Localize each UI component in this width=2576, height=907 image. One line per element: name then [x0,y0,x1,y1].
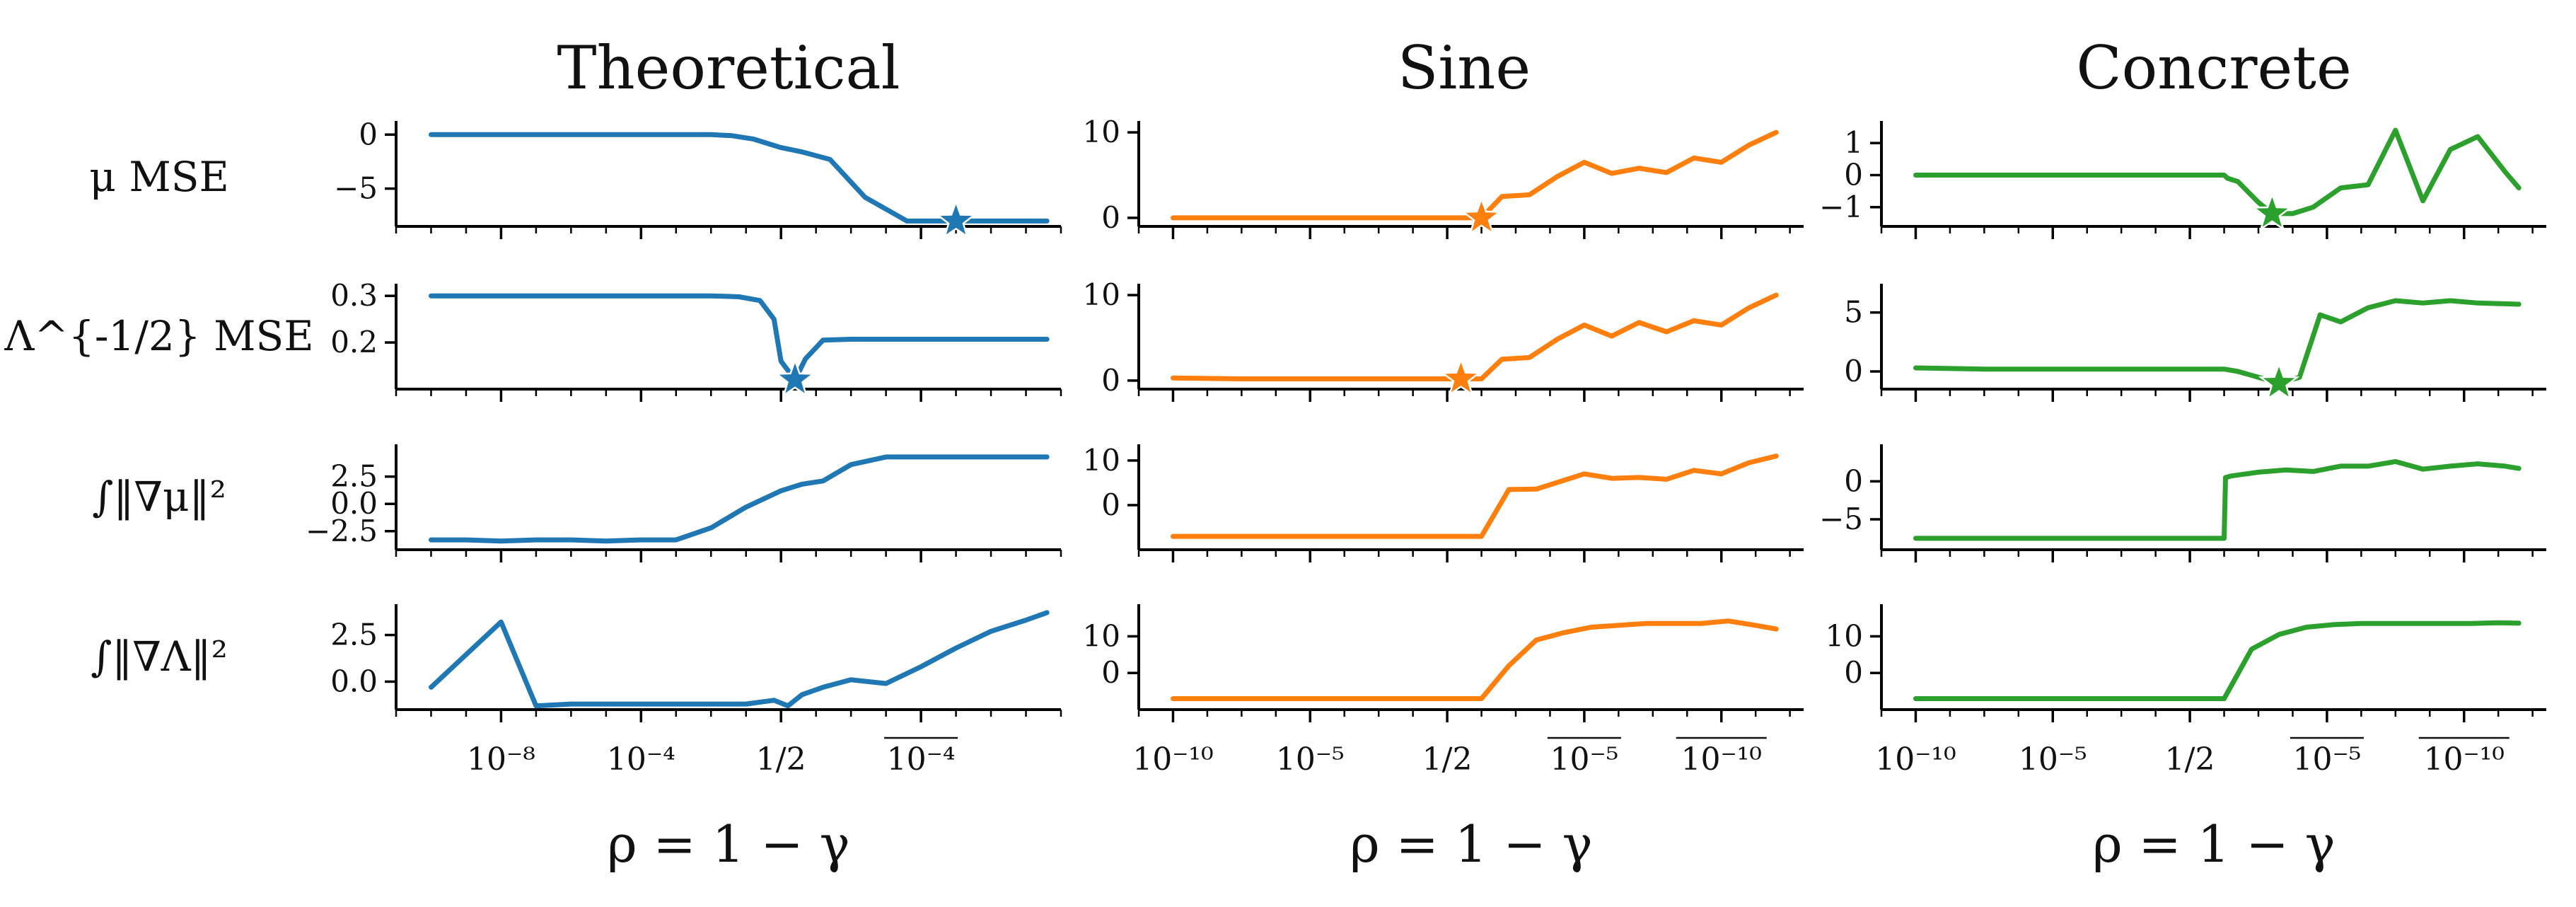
x-tick-label: 10⁻⁸ [467,741,535,778]
x-tick-label: 10⁻⁵ [1276,741,1345,778]
x-tick-label: 1/2 [756,741,806,778]
y-tick-label: −5 [1819,502,1863,536]
y-tick-label: 5 [1844,295,1863,330]
axes: 0−5 [1819,444,2546,562]
x-tick-label: 10⁻⁵ [2019,741,2087,778]
y-tick-label: 0.0 [330,486,378,521]
axes: 10 0 [1083,277,1804,402]
panel-sine-row0: 10 0 [1083,115,1804,239]
y-tick-label: 10 [1083,277,1120,312]
panel-concrete-row1: 50 [1844,284,2546,402]
panel-theoretical-row2: 2.50.0−2.5 [306,444,1062,562]
optimum-star-marker [1440,357,1482,397]
column-title-sine: Sine [1398,33,1531,103]
column-title-concrete: Concrete [2076,33,2351,103]
x-tick-label: 10⁻⁴ [607,741,675,778]
series-line-concrete [1913,458,2522,541]
series-line-concrete [1913,620,2522,701]
y-tick-label: 0 [1101,363,1120,398]
y-tick-label: 10 [1083,115,1120,149]
axes: 100 [1083,443,1804,562]
y-tick-label: 0 [359,117,378,151]
row-label-lambda-mse: Λ^{-1/2} MSE [4,312,313,360]
series-line-theoretical [429,293,1050,383]
y-tick-label: 0 [1844,463,1863,498]
axes: 100 10⁻¹⁰ 10⁻⁵ 1/2 10⁻⁵ 10⁻¹⁰ ρ = 1 − γ [1826,604,2546,874]
y-tick-label: 2.5 [330,459,378,494]
x-tick-label: 1/2 [2165,741,2215,778]
panel-sine-row2: 100 [1083,443,1804,562]
y-tick-label: 0 [1101,655,1120,690]
series-line-sine [1171,292,1779,381]
y-tick-label: 1 [1844,125,1863,160]
x-axis-label: ρ = 1 − γ [1350,814,1592,874]
x-axis-label: ρ = 1 − γ [2092,814,2335,874]
y-tick-label: 10 [1083,618,1120,653]
x-tick-label: 1/2 [1422,741,1473,778]
y-tick-label: −1 [1819,190,1863,224]
axes: 10 0 [1083,115,1804,239]
series-line-sine [1171,129,1779,221]
x-tick-label: 10⁻¹⁰ [2423,741,2505,778]
row-label-mu-mse: μ MSE [89,153,229,201]
y-tick-label: 2.5 [330,618,378,652]
panel-theoretical-row0: 0 −5 [334,117,1062,239]
row-label-grad-mu: ∫‖∇μ‖² [92,473,226,521]
optimum-star-marker [935,199,977,239]
panel-theoretical-row1: 0.30.2 [330,278,1062,402]
column-titles: Theoretical Sine Concrete [557,33,2352,103]
axes: 50 [1844,284,2546,402]
optimum-star-marker [2258,361,2300,401]
y-tick-label: 0 [1101,487,1120,522]
series-line-sine [1171,618,1779,701]
y-tick-label: 0.0 [330,664,378,698]
optimum-star-marker [2251,192,2293,231]
x-tick-label: 10⁻¹⁰ [1132,741,1214,778]
series-line-concrete [1913,298,2522,386]
panel-concrete-row0: 10−1 [1819,121,2546,239]
optimum-star-marker [1461,196,1502,236]
y-tick-label: 10 [1826,618,1863,653]
axes: 0.30.2 [330,278,1062,402]
y-tick-label: 0.2 [330,325,378,359]
panel-concrete-row3: 100 10⁻¹⁰ 10⁻⁵ 1/2 10⁻⁵ 10⁻¹⁰ ρ = 1 − γ [1826,604,2546,874]
column-title-theoretical: Theoretical [557,33,900,103]
series-line-theoretical [429,454,1050,544]
series-line-sine [1171,453,1779,539]
panels: 0−50.30.22.50.0−2.52.50.010⁻⁸ 10⁻⁴ 1/2 10⁻⁴… [306,115,2546,874]
row-labels: μ MSE Λ^{-1/2} MSE ∫‖∇μ‖² ∫‖∇Λ‖² [4,153,313,681]
x-tick-label: 10⁻⁴ [887,741,956,778]
axes: 2.5 0.0 10⁻⁸ 10⁻⁴ 1/2 10⁻⁴ ρ = 1 − γ [330,604,1062,874]
x-tick-label: 10⁻¹⁰ [1875,741,1956,778]
x-tick-label: 10⁻⁵ [1550,741,1618,778]
y-tick-label: 0 [1844,158,1863,192]
x-tick-label: 10⁻⁵ [2292,741,2361,778]
panel-sine-row3: 100 10⁻¹⁰ 10⁻⁵ 1/2 10⁻⁵ 10⁻¹⁰ ρ = 1 − γ [1083,604,1804,874]
panel-concrete-row2: 0−5 [1819,444,2546,562]
y-tick-label: 0.3 [330,278,378,313]
axes: 10−1 [1819,121,2546,239]
axes: 100 10⁻¹⁰ 10⁻⁵ 1/2 10⁻⁵ 10⁻¹⁰ ρ = 1 − γ [1083,604,1804,874]
optimum-star-marker [774,358,816,398]
x-tick-label: 10⁻¹⁰ [1681,741,1762,778]
y-tick-label: −2.5 [306,514,378,548]
panel-theoretical-row3: 2.5 0.0 10⁻⁸ 10⁻⁴ 1/2 10⁻⁴ ρ = 1 − γ [330,604,1062,874]
x-axis-label: ρ = 1 − γ [607,814,849,874]
y-tick-label: 0 [1844,655,1863,690]
y-tick-label: 10 [1083,443,1120,478]
axes: 2.50.0−2.5 [306,444,1062,562]
row-label-grad-lambda: ∫‖∇Λ‖² [91,632,228,681]
series-line-concrete [1913,127,2522,216]
y-tick-label: 0 [1844,354,1863,388]
y-tick-label: 0 [1101,200,1120,235]
panel-sine-row1: 10 0 [1083,277,1804,402]
series-line-theoretical [429,610,1050,709]
y-tick-label: −5 [334,171,378,206]
